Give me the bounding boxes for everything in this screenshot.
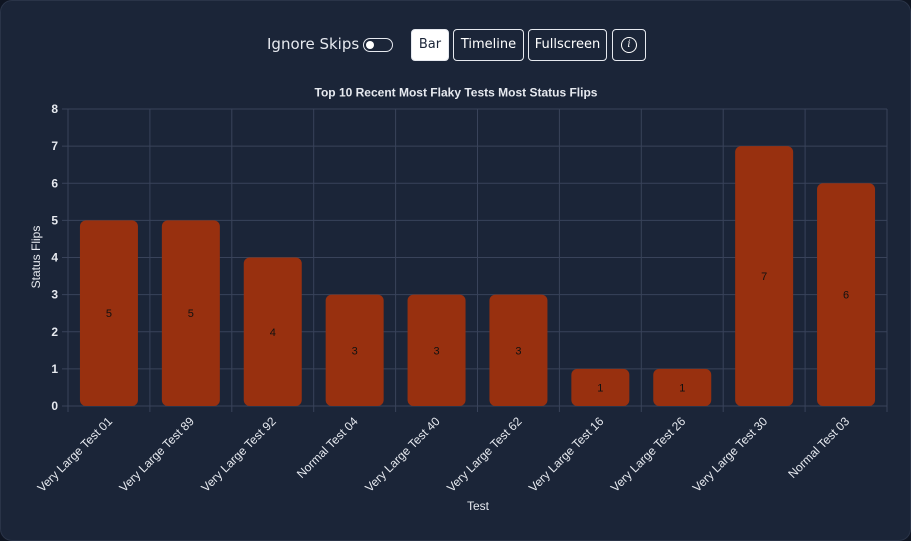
y-axis-label: Status Flips xyxy=(29,226,43,289)
x-tick-label: Very Large Test 01 xyxy=(35,414,116,495)
x-axis: Very Large Test 01 Very Large Test 89 Very… xyxy=(35,414,853,495)
bar[interactable] xyxy=(243,257,302,407)
info-button[interactable]: i xyxy=(612,29,646,61)
ignore-skips-label: Ignore Skips xyxy=(267,35,360,53)
x-tick-label: Normal Test 04 xyxy=(294,414,361,481)
fullscreen-button[interactable]: Fullscreen xyxy=(528,29,607,61)
bar[interactable] xyxy=(325,294,384,406)
bar-value-label: 3 xyxy=(433,345,439,357)
bar[interactable] xyxy=(735,146,794,406)
y-tick-label: 7 xyxy=(51,139,58,153)
ignore-skips-toggle[interactable] xyxy=(363,38,393,52)
bar-value-label: 3 xyxy=(352,345,358,357)
bar-value-label: 5 xyxy=(188,308,194,320)
x-tick-label: Very Large Test 92 xyxy=(198,414,279,495)
y-tick-label: 3 xyxy=(51,288,58,302)
bar-series: 5 5 4 3 3 3 1 1 7 6 xyxy=(79,146,876,407)
x-tick-label: Very Large Test 40 xyxy=(362,414,443,495)
y-tick-label: 5 xyxy=(51,213,58,227)
toggle-knob xyxy=(366,40,374,49)
chart-controls: Ignore Skips Bar Timeline Fullscreen i xyxy=(1,29,910,63)
x-tick-label: Very Large Test 89 xyxy=(116,414,197,495)
bar-value-label: 6 xyxy=(843,290,849,302)
bar-value-label: 1 xyxy=(597,382,603,394)
y-tick-label: 0 xyxy=(51,399,58,413)
x-tick-label: Normal Test 03 xyxy=(785,414,852,481)
bar-value-label: 5 xyxy=(106,308,112,320)
bar[interactable] xyxy=(571,368,630,406)
timeline-view-button[interactable]: Timeline xyxy=(453,29,524,61)
bar[interactable] xyxy=(653,368,712,406)
x-tick-label: Very Large Test 62 xyxy=(444,414,525,495)
bar-value-label: 4 xyxy=(270,327,276,339)
y-tick-label: 8 xyxy=(51,102,58,116)
bar[interactable] xyxy=(79,220,138,406)
y-tick-label: 2 xyxy=(51,325,58,339)
info-icon: i xyxy=(621,36,637,53)
y-tick-label: 6 xyxy=(51,176,58,190)
bar-value-label: 1 xyxy=(679,382,685,394)
bar-view-button[interactable]: Bar xyxy=(411,29,449,61)
chart-title: Top 10 Recent Most Flaky Tests Most Stat… xyxy=(315,86,598,100)
x-tick-label: Very Large Test 16 xyxy=(526,414,607,495)
x-axis-label: Test xyxy=(467,499,490,513)
bar[interactable] xyxy=(489,294,548,406)
bar[interactable] xyxy=(161,220,220,406)
bar[interactable] xyxy=(817,183,876,406)
bar[interactable] xyxy=(407,294,466,406)
bar-value-label: 7 xyxy=(761,271,767,283)
bar-value-label: 3 xyxy=(515,345,521,357)
y-axis: 0 1 2 3 4 5 6 7 8 xyxy=(51,102,58,413)
x-tick-label: Very Large Test 26 xyxy=(608,414,689,495)
y-tick-label: 4 xyxy=(51,251,58,265)
y-tick-label: 1 xyxy=(51,362,58,376)
x-tick-label: Very Large Test 30 xyxy=(690,414,771,495)
